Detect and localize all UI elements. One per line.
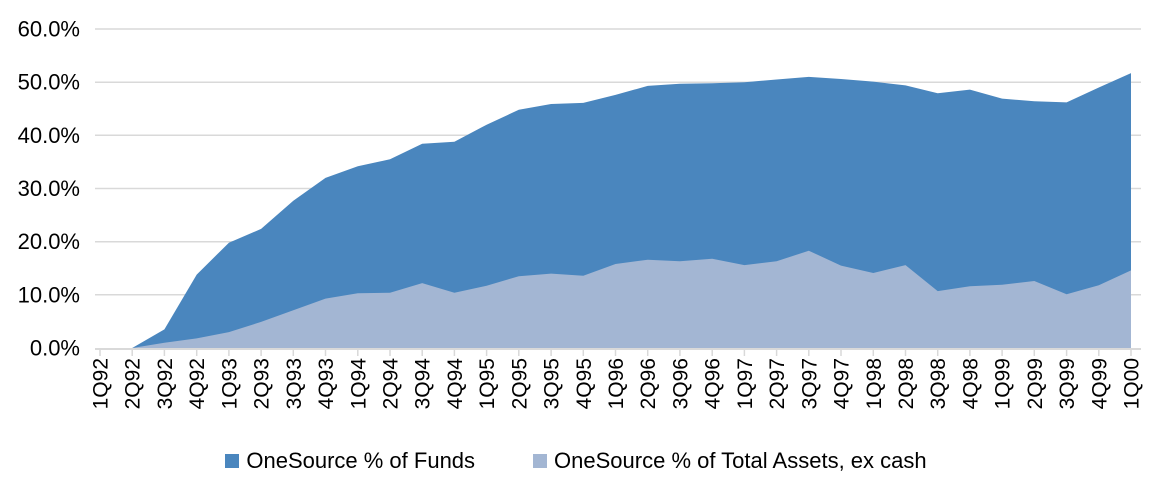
x-tick-label: 4Q95 [573,358,596,409]
x-tick-label: 1Q98 [863,358,886,409]
y-tick-label: 10.0% [18,282,80,307]
funds-legend-swatch [225,454,240,468]
x-tick-label: 4Q92 [186,358,209,409]
x-tick-label: 3Q95 [541,358,564,409]
x-tick-label: 1Q93 [218,358,241,409]
x-tick-label: 1Q00 [1121,358,1144,409]
x-tick-label: 3Q92 [154,358,177,409]
x-tick-label: 1Q94 [347,358,370,410]
x-tick-label: 1Q97 [734,358,757,409]
funds-legend-label: OneSource % of Funds [246,448,476,473]
assets-legend-label: OneSource % of Total Assets, ex cash [554,448,927,473]
x-tick-label: 3Q93 [283,358,306,409]
x-tick-label: 2Q95 [508,358,531,409]
x-tick-label: 2Q93 [251,358,274,409]
x-tick-label: 4Q98 [959,358,982,409]
x-tick-label: 1Q92 [90,358,113,409]
x-tick-label: 2Q98 [895,358,918,409]
x-tick-label: 3Q97 [798,358,821,409]
x-tick-label: 4Q96 [702,358,725,409]
x-tick-label: 1Q96 [605,358,628,409]
x-tick-label: 4Q94 [444,358,467,410]
legend-item-funds: OneSource % of Funds [225,448,475,474]
assets-area [100,250,1131,348]
y-tick-label: 40.0% [18,123,80,148]
x-tick-label: 3Q96 [669,358,692,409]
chart-legend: OneSource % of Funds OneSource % of Tota… [0,444,1152,478]
x-tick-label: 4Q99 [1088,358,1111,409]
x-tick-label: 2Q92 [122,358,145,409]
x-tick-label: 1Q99 [992,358,1015,409]
x-tick-label: 3Q98 [927,358,950,409]
x-tick-label: 2Q94 [380,358,403,410]
x-tick-label: 4Q93 [315,358,338,409]
x-tick-label: 3Q99 [1056,358,1079,409]
x-tick-label: 4Q97 [831,358,854,409]
y-tick-label: 50.0% [18,70,80,95]
x-tick-label: 1Q95 [476,358,499,409]
legend-item-assets: OneSource % of Total Assets, ex cash [533,448,927,474]
x-tick-label: 2Q99 [1024,358,1047,409]
y-tick-label: 30.0% [18,176,80,201]
x-tick-label: 2Q97 [766,358,789,409]
x-tick-label: 2Q96 [637,358,660,409]
y-tick-label: 60.0% [18,17,80,42]
x-tick-label: 3Q94 [412,358,435,410]
y-tick-label: 20.0% [18,229,80,254]
y-tick-label: 0.0% [30,336,80,361]
assets-legend-swatch [533,454,548,468]
